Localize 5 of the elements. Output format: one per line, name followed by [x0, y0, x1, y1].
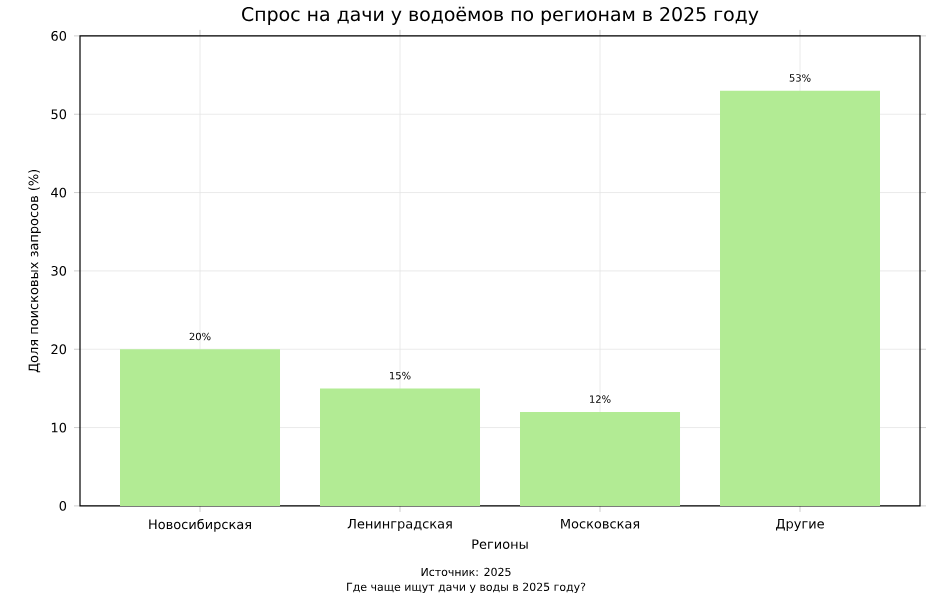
bar	[720, 90, 881, 506]
bar	[120, 349, 281, 506]
bar	[320, 388, 481, 506]
bar	[520, 411, 681, 506]
chart-title: Спрос на дачи у водоёмов по регионам в 2025 году	[242, 6, 759, 25]
